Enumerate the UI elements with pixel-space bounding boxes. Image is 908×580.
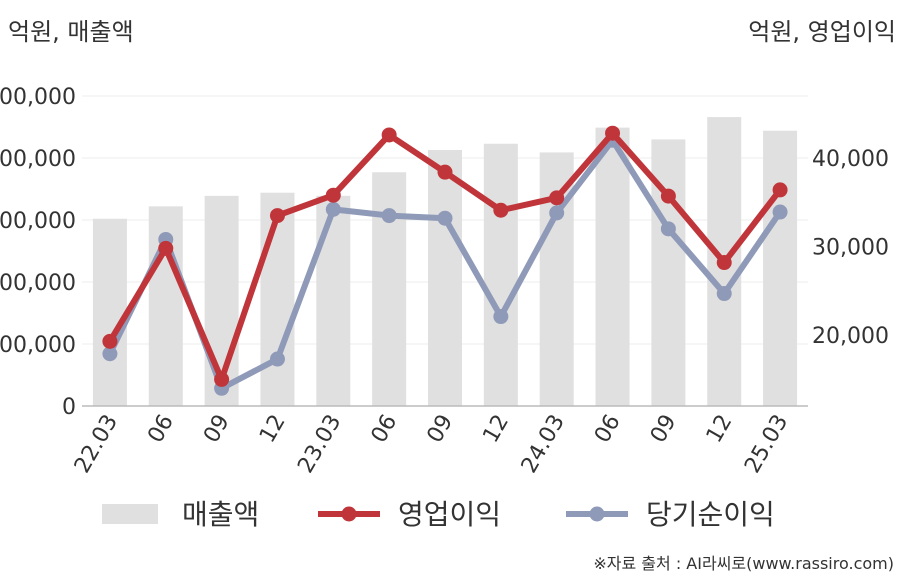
x-tick-label: 12 bbox=[702, 411, 738, 448]
series-point bbox=[716, 255, 732, 271]
series-point bbox=[381, 208, 397, 224]
legend-swatch-revenue bbox=[102, 504, 158, 524]
bar-revenue bbox=[372, 172, 407, 406]
right-tick-label: 20,000 bbox=[812, 324, 889, 349]
right-tick-label: 30,000 bbox=[812, 236, 889, 261]
source-note: ※자료 출처 : AI라씨로(www.rassiro.com) bbox=[593, 554, 894, 573]
series-point bbox=[716, 286, 732, 302]
bar-revenue bbox=[595, 127, 630, 407]
line-series bbox=[102, 125, 788, 396]
x-tick-label: 22.03 bbox=[70, 411, 123, 478]
x-tick-label: 09 bbox=[423, 411, 459, 448]
bar-revenue bbox=[92, 218, 127, 406]
x-tick-label: 06 bbox=[367, 411, 403, 448]
series-point bbox=[437, 210, 453, 226]
series-point bbox=[493, 202, 509, 218]
x-tick-label: 06 bbox=[590, 411, 626, 448]
left-tick-label: 400,000 bbox=[0, 147, 76, 172]
left-tick-label: 200,000 bbox=[0, 271, 76, 296]
left-axis-ticks: 0 100,000 200,000 300,000 400,000 500,000 bbox=[0, 85, 76, 420]
left-tick-label: 500,000 bbox=[0, 85, 76, 110]
legend-label: 당기순이익 bbox=[646, 498, 775, 531]
series-point bbox=[549, 190, 565, 206]
legend-label: 매출액 bbox=[182, 498, 259, 531]
series-point bbox=[605, 125, 621, 141]
bar-revenue bbox=[428, 149, 462, 406]
series-point bbox=[660, 221, 676, 237]
bar-revenue bbox=[316, 195, 351, 406]
bar-revenue bbox=[483, 143, 518, 407]
x-tick-label: 09 bbox=[646, 411, 682, 448]
series-point bbox=[158, 240, 174, 256]
series-point bbox=[493, 309, 509, 325]
bar-revenue bbox=[763, 130, 798, 406]
right-tick-label: 40,000 bbox=[812, 147, 889, 172]
series-point bbox=[381, 127, 397, 143]
series-point bbox=[269, 351, 285, 367]
left-tick-label: 100,000 bbox=[0, 333, 76, 358]
x-tick-label: 24.03 bbox=[517, 411, 570, 478]
right-axis-ticks: 20,000 30,000 40,000 bbox=[812, 147, 889, 349]
left-axis-unit-label: 억원, 매출액 bbox=[8, 18, 134, 46]
series-point bbox=[214, 371, 230, 387]
bar-revenue bbox=[260, 192, 295, 406]
legend: 매출액 영업이익 당기순이익 bbox=[102, 498, 775, 531]
x-tick-label: 09 bbox=[199, 411, 235, 448]
x-axis-ticks: 22.03 06 09 12 23.03 06 09 12 24.03 06 09 12 25.03 bbox=[70, 411, 793, 478]
bars-revenue bbox=[92, 117, 798, 407]
series-point bbox=[437, 164, 453, 180]
x-tick-label: 23.03 bbox=[293, 411, 346, 478]
left-tick-label: 300,000 bbox=[0, 209, 76, 234]
x-tick-label: 12 bbox=[255, 411, 291, 448]
left-tick-label: 0 bbox=[62, 395, 76, 420]
series-point bbox=[549, 205, 565, 221]
x-tick-label: 12 bbox=[478, 411, 514, 448]
series-point bbox=[325, 201, 341, 217]
series-point bbox=[660, 188, 676, 204]
series-point bbox=[325, 187, 341, 203]
series-point bbox=[772, 204, 788, 220]
x-tick-label: 25.03 bbox=[740, 411, 793, 478]
series-point bbox=[269, 208, 285, 224]
series-point bbox=[102, 333, 118, 349]
series-point bbox=[772, 182, 788, 198]
legend-label: 영업이익 bbox=[398, 498, 501, 531]
legend-swatch-marker bbox=[341, 506, 357, 522]
x-tick-label: 06 bbox=[143, 411, 179, 448]
right-axis-unit-label: 억원, 영업이익 bbox=[748, 18, 896, 46]
legend-swatch-marker bbox=[589, 506, 605, 522]
series-point bbox=[102, 346, 118, 362]
